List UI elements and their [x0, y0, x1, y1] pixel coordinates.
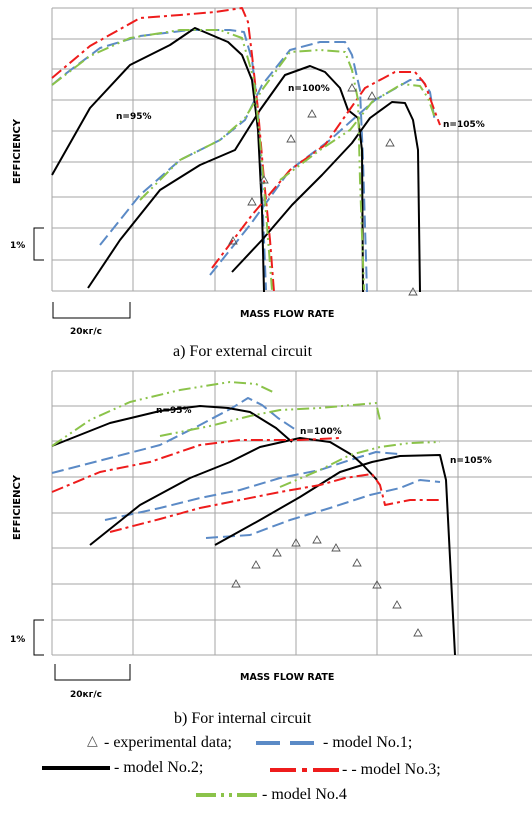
- chart-b-caption: b) For internal circuit: [174, 710, 312, 727]
- legend-experimental-label: - experimental data;: [104, 734, 232, 751]
- chart-b-experimental-point-5: [312, 535, 322, 544]
- chart-a-experimental-point-8: [385, 138, 395, 147]
- chart-b-experimental-point-8: [372, 580, 382, 589]
- chart-b-model-no-3-curve-2: [109, 473, 440, 533]
- chart-a-model-no-4-curve-2: [139, 49, 365, 291]
- chart-a-annotation-n95: n=95%: [116, 112, 152, 122]
- chart-a-experimental-point-3: [259, 175, 269, 184]
- chart-b-xlabel: MASS FLOW RATE: [240, 672, 334, 683]
- chart-b-grid: [51, 370, 532, 656]
- chart-b-curves: [51, 381, 456, 656]
- legend-model2-label: - model No.2;: [114, 759, 203, 776]
- chart-b-experimental-point-3: [272, 548, 282, 557]
- chart-b-annotation-n95: n=95%: [156, 406, 192, 416]
- chart-a-model-no-2-curve-3: [231, 101, 421, 293]
- legend-model4-label: - model No.4: [262, 786, 347, 803]
- chart-b-experimental-point-1: [231, 579, 241, 588]
- chart-a-model-no-1-curve-3: [209, 79, 436, 276]
- chart-b-x-scale-bar: [54, 664, 131, 681]
- chart-a-xlabel: MASS FLOW RATE: [240, 309, 334, 320]
- chart-a-model-no-2-curve-1: [51, 27, 265, 293]
- chart-b-model-no-2-curve-2: [89, 437, 378, 546]
- chart-b-y-scale-bar: [33, 619, 44, 656]
- chart-a-caption: a) For external circuit: [173, 343, 313, 360]
- chart-b-experimental-point-9: [392, 600, 402, 609]
- chart-b-model-no-3-curve-1: [51, 437, 341, 493]
- chart-b-x-scale-label: 20кг/с: [70, 690, 102, 700]
- chart-a-annotation-n105: n=105%: [443, 120, 485, 130]
- chart-a-x-scale-bar: [52, 302, 131, 319]
- chart-b-annotation-n105: n=105%: [450, 456, 492, 466]
- chart-b-experimental-point-7: [352, 558, 362, 567]
- chart-a-model-no-3-curve-2: [211, 71, 441, 269]
- chart-b-ylabel: EFFICIENCY: [12, 474, 23, 540]
- chart-b-model-no-2-curve-3: [214, 454, 456, 656]
- chart-b-model-no-1-curve-2: [104, 451, 399, 521]
- chart-a-experimental-point-5: [307, 109, 317, 118]
- chart-a-model-no-4-curve-1: [51, 29, 273, 291]
- chart-b-experimental-point-10: [413, 628, 423, 637]
- chart-a-model-no-2-curve-2: [87, 65, 364, 293]
- chart-b-experimental-point-6: [331, 543, 341, 552]
- chart-b-model-no-1-curve-3: [205, 479, 441, 539]
- chart-a-experimental-points: [228, 83, 418, 296]
- chart-a-grid: [51, 7, 532, 292]
- legend-experimental-marker: △: [87, 733, 98, 749]
- chart-a-experimental-point-7: [367, 91, 377, 100]
- chart-a-experimental-point-1: [228, 236, 238, 245]
- chart-a-experimental-point-6: [347, 83, 357, 92]
- chart-a-y-scale-label: 1%: [10, 241, 25, 251]
- chart-b-annotation-n100: n=100%: [300, 427, 342, 437]
- chart-a-experimental-point-2: [247, 197, 257, 206]
- legend-model1-label: - model No.1;: [323, 734, 412, 751]
- chart-b-experimental-points: [231, 535, 423, 637]
- chart-b-model-no-2-curve-1: [51, 405, 293, 447]
- chart-a-experimental-point-9: [408, 287, 418, 296]
- chart-a-model-no-3-curve-1: [51, 7, 275, 293]
- chart-a-model-no-1-curve-2: [99, 41, 368, 293]
- chart-a-y-scale-bar: [33, 227, 44, 261]
- chart-a-model-no-4-curve-3: [279, 83, 436, 181]
- chart-b-y-scale-label: 1%: [10, 635, 25, 645]
- chart-b-model-no-4-curve-2: [159, 402, 381, 437]
- chart-a-curves: [51, 7, 441, 293]
- chart-b-model-no-4-curve-3: [279, 441, 441, 488]
- legend-model3-label: - - model No.3;: [342, 761, 441, 778]
- chart-a-x-scale-label: 20кг/с: [70, 327, 102, 337]
- legend: △ - experimental data; - model No.1; - m…: [42, 733, 441, 803]
- chart-a-annotation-n100: n=100%: [288, 84, 330, 94]
- chart-a-ylabel: EFFICIENCY: [12, 118, 23, 184]
- chart-b-model-no-4-curve-1: [51, 381, 276, 447]
- chart-b-experimental-point-2: [251, 560, 261, 569]
- chart-a-experimental-point-4: [286, 134, 296, 143]
- chart-b-experimental-point-4: [291, 538, 301, 547]
